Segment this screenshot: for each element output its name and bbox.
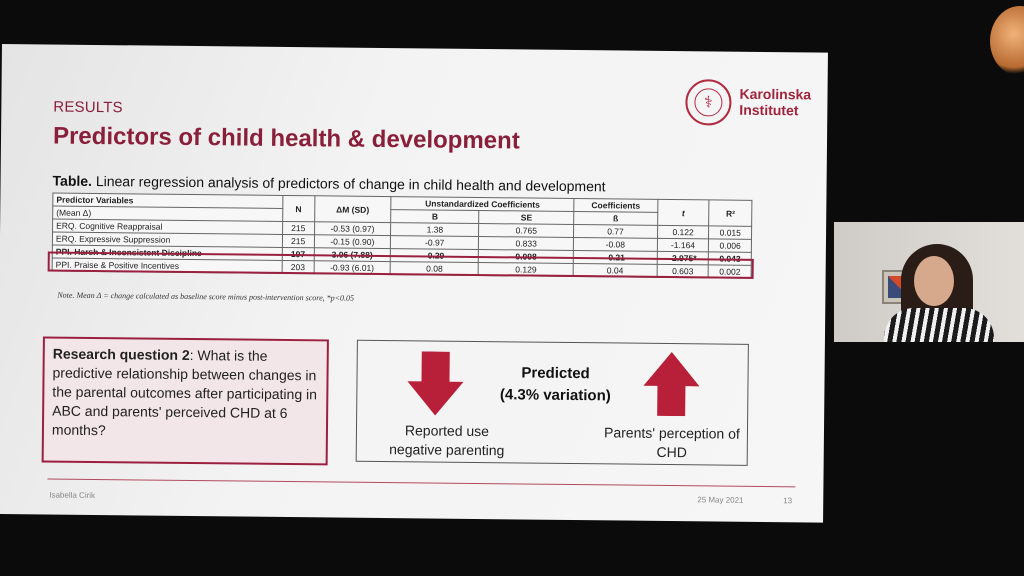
footer-divider bbox=[47, 478, 796, 488]
header-se: SE bbox=[479, 210, 574, 225]
left-label: Reported use negative parenting bbox=[389, 422, 505, 459]
header-r2: R² bbox=[709, 199, 752, 227]
down-arrow-icon bbox=[407, 351, 464, 416]
slide-title: Predictors of child health & development bbox=[52, 122, 520, 155]
cell-r2: 0.015 bbox=[708, 225, 752, 240]
presenter-video-thumbnail[interactable] bbox=[834, 222, 1024, 342]
header-coeff: Coefficients bbox=[573, 198, 658, 213]
cell-b: 1.38 bbox=[390, 222, 480, 237]
cell-b: -0.97 bbox=[390, 235, 479, 250]
cell-dm: -0.15 (0.90) bbox=[314, 234, 391, 249]
footer-presenter: Isabella Cirik bbox=[49, 490, 96, 500]
header-beta: ß bbox=[573, 211, 658, 226]
footer-date: 25 May 2021 bbox=[697, 495, 744, 505]
section-label: RESULTS bbox=[53, 98, 123, 117]
cell-beta: -0.08 bbox=[573, 237, 658, 252]
cell-se: 0.833 bbox=[478, 236, 574, 251]
cell-n: 215 bbox=[282, 221, 315, 235]
up-arrow-icon bbox=[643, 352, 700, 417]
footer-page-number: 13 bbox=[783, 496, 793, 506]
header-n: N bbox=[282, 195, 315, 222]
seal-icon: ⚕ bbox=[685, 79, 732, 126]
right-label: Parents' perception of CHD bbox=[603, 424, 740, 461]
cell-r2: 0.006 bbox=[708, 238, 752, 253]
karolinska-logo: ⚕ Karolinska Institutet bbox=[685, 79, 825, 126]
cell-n: 215 bbox=[282, 234, 315, 248]
presentation-slide: RESULTS Predictors of child health & dev… bbox=[0, 44, 828, 523]
header-dm: ΔM (SD) bbox=[314, 195, 392, 223]
predicted-title: Predicted (4.3% variation) bbox=[499, 364, 611, 405]
cell-dm: -0.53 (0.97) bbox=[314, 221, 391, 236]
cell-beta: 0.77 bbox=[573, 224, 658, 239]
lamp-glow bbox=[990, 6, 1024, 76]
header-b: B bbox=[390, 209, 480, 224]
prediction-box: Reported use negative parenting Predicte… bbox=[355, 339, 749, 466]
cell-se: 0.765 bbox=[478, 223, 574, 238]
header-t: t bbox=[657, 199, 710, 226]
cell-t: -1.164 bbox=[657, 238, 709, 252]
presenter-body bbox=[884, 308, 994, 342]
table-caption: Table. Linear regression analysis of pre… bbox=[52, 172, 606, 195]
logo-text: Karolinska Institutet bbox=[739, 85, 812, 119]
research-question-box: Research question 2: What is the predict… bbox=[41, 336, 329, 466]
presenter-face bbox=[914, 256, 954, 306]
cell-t: 0.122 bbox=[657, 225, 710, 239]
table-note: Note. Mean Δ = change calculated as base… bbox=[57, 290, 355, 303]
